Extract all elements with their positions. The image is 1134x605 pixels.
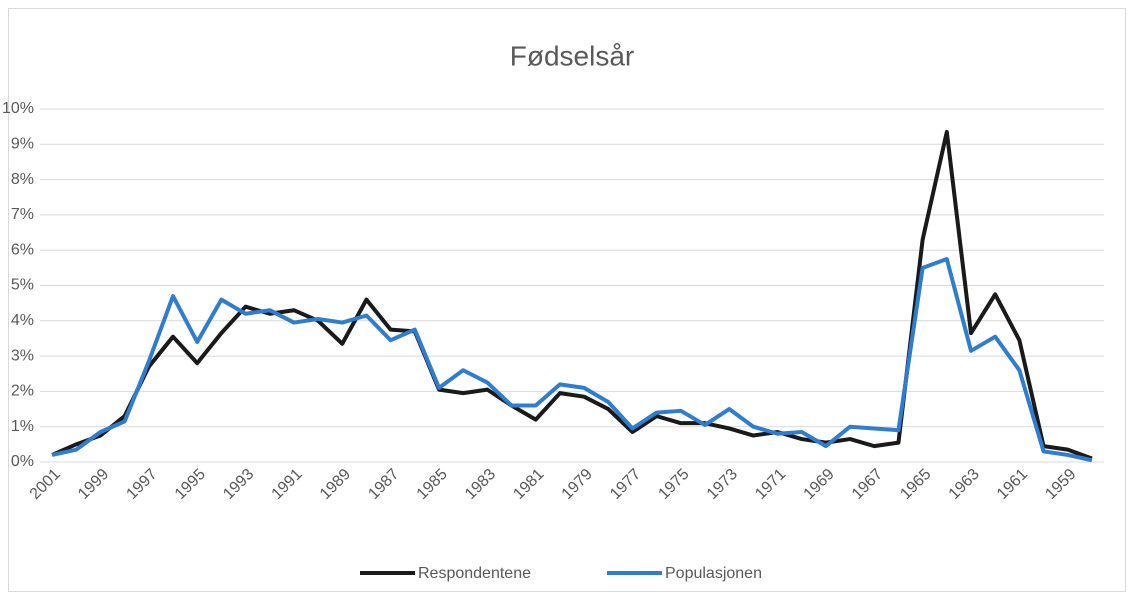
y-tick-label: 3% xyxy=(11,347,34,364)
y-tick-label: 6% xyxy=(11,241,34,258)
y-tick-label: 2% xyxy=(11,383,34,400)
y-tick-label: 8% xyxy=(11,171,34,188)
data-line xyxy=(51,129,1093,461)
y-tick-label: 1% xyxy=(11,418,34,435)
chart-border xyxy=(8,8,1126,592)
y-tick-label: 10% xyxy=(2,100,34,117)
y-tick-label: 4% xyxy=(11,312,34,329)
y-tick-label: 7% xyxy=(11,206,34,223)
y-tick-label: 5% xyxy=(11,277,34,294)
data-line xyxy=(51,257,1093,463)
legend-label: Respondentene xyxy=(418,565,531,582)
legend-label: Populasjonen xyxy=(665,565,762,582)
chart-title: Fødselsår xyxy=(510,40,634,71)
y-tick-label: 0% xyxy=(11,453,34,470)
y-tick-label: 9% xyxy=(11,136,34,153)
